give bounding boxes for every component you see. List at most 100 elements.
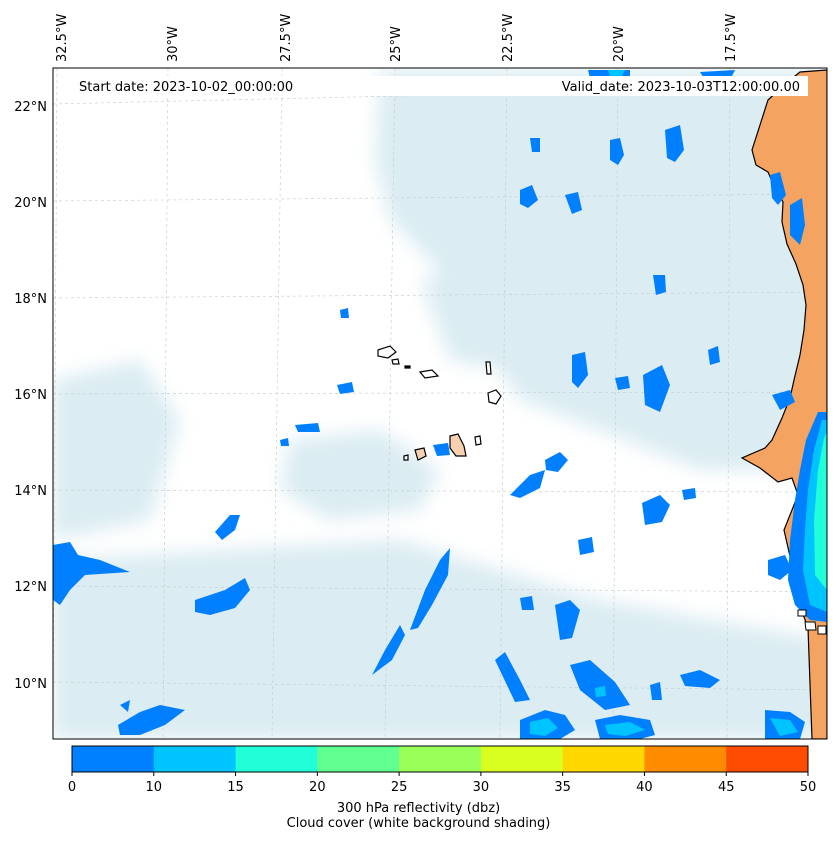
reflectivity-cell	[768, 555, 792, 580]
map-frame	[52, 67, 828, 740]
reflectivity-cell	[643, 365, 670, 412]
reflectivity-cell	[495, 652, 530, 702]
colorbar-segment	[480, 746, 564, 772]
colorbar-tick-label: 50	[800, 780, 817, 795]
colorbar: 0 10 15 20 25 30 35 40 45 50	[68, 746, 816, 795]
reflectivity-cell	[410, 548, 450, 630]
reflectivity-cell	[572, 352, 588, 388]
latitude-label: 20°N	[14, 196, 47, 211]
longitude-label: 17.5°W	[724, 14, 739, 62]
start-date-label: Start date: 2023-10-02_00:00:00	[79, 80, 293, 95]
reflectivity-cell	[708, 346, 720, 365]
colorbar-tick-label: 20	[309, 780, 326, 795]
cloud-cover-west	[53, 360, 180, 540]
reflectivity-cell	[653, 275, 666, 295]
reflectivity-cell	[772, 390, 795, 410]
colorbar-tick-label: 10	[146, 780, 163, 795]
reflectivity-core	[595, 686, 606, 697]
colorbar-tick-label: 30	[473, 780, 490, 795]
island-santiago	[449, 433, 467, 457]
reflectivity-cell	[545, 452, 568, 472]
island-sal	[485, 361, 492, 375]
colorbar-tick-label: 15	[227, 780, 244, 795]
island-santo-antao	[377, 345, 397, 359]
longitude-label: 32.5°W	[55, 14, 70, 62]
colorbar-segment	[726, 746, 809, 772]
reflectivity-core	[770, 718, 798, 736]
reflectivity-cell	[565, 192, 582, 214]
reflectivity-cell	[372, 625, 405, 675]
cloud-cover-mid	[420, 260, 620, 380]
colorbar-tick-label: 25	[391, 780, 408, 795]
latitude-label: 10°N	[14, 677, 47, 692]
latitude-label: 14°N	[14, 484, 47, 499]
colorbar-tick-label: 45	[718, 780, 735, 795]
reflectivity-cell	[510, 470, 545, 498]
reflectivity-cell	[53, 542, 130, 605]
colorbar-tick-label: 35	[554, 780, 571, 795]
cape-verde-islands	[377, 345, 502, 461]
reflectivity-cell	[118, 705, 185, 735]
reflectivity-cell	[195, 578, 250, 615]
longitude-label: 30°W	[166, 26, 181, 62]
coastal-reflectivity-band-core	[814, 432, 827, 590]
reflectivity-cell	[665, 125, 684, 162]
latitude-label: 12°N	[14, 580, 47, 595]
colorbar-tick-label: 40	[636, 780, 653, 795]
reflectivity-cell	[520, 596, 534, 610]
island-santa-luzia	[404, 365, 411, 369]
island-boa-vista	[487, 389, 502, 405]
reflectivity-core	[608, 70, 625, 76]
colorbar-segment	[72, 746, 155, 772]
colorbar-segment	[235, 746, 318, 772]
reflectivity-cell	[530, 138, 540, 152]
longitude-labels: 32.5°W 30°W 27.5°W 25°W 22.5°W 20°W 17.5…	[55, 14, 739, 62]
reflectivity-cell	[642, 495, 670, 525]
cloud-cover-center	[280, 430, 440, 520]
colorbar-segment	[562, 746, 645, 772]
reflectivity-cell	[650, 682, 662, 700]
latitude-labels: 22°N 20°N 18°N 16°N 14°N 12°N 10°N	[14, 100, 47, 692]
reflectivity-cell	[280, 438, 289, 446]
island-fogo	[414, 447, 427, 461]
island-sao-nicolau	[418, 369, 440, 379]
reflectivity-cell	[790, 198, 805, 245]
longitude-label: 20°W	[612, 26, 627, 62]
reflectivity-cell	[680, 670, 720, 688]
reflectivity-cell	[337, 382, 354, 394]
island-sao-vicente	[391, 358, 400, 365]
island-maio	[474, 435, 482, 446]
bijagos-islands	[797, 609, 827, 635]
reflectivity-cell	[770, 172, 786, 205]
coastal-island	[797, 609, 807, 617]
island-brava	[403, 454, 409, 461]
longitude-label: 25°W	[389, 26, 404, 62]
reflectivity-core	[530, 718, 558, 736]
reflectivity-cell	[555, 600, 580, 640]
coastal-island	[817, 625, 827, 635]
reflectivity-cell	[120, 700, 130, 712]
colorbar-tick-label: 0	[68, 780, 76, 795]
reflectivity-cell	[295, 423, 320, 432]
latitude-label: 22°N	[14, 100, 47, 115]
reflectivity-cell	[570, 660, 630, 710]
latitude-label: 18°N	[14, 292, 47, 307]
reflectivity-cell	[520, 185, 538, 208]
gridlines	[53, 68, 827, 739]
reflectivity-cell	[615, 376, 630, 390]
reflectivity-cell	[578, 537, 594, 555]
colorbar-label: 300 hPa reflectivity (dbz)	[336, 801, 501, 816]
colorbar-segment	[317, 746, 400, 772]
colorbar-segment	[153, 746, 237, 772]
reflectivity-cores	[530, 70, 798, 736]
colorbar-segment	[399, 746, 482, 772]
longitude-label: 27.5°W	[279, 14, 294, 62]
coastal-island	[804, 621, 817, 631]
reflectivity-cell	[433, 443, 450, 456]
reflectivity-cell	[215, 515, 240, 540]
reflectivity-core	[605, 722, 645, 736]
reflectivity-cell	[340, 308, 349, 318]
reflectivity-cell	[610, 138, 624, 165]
